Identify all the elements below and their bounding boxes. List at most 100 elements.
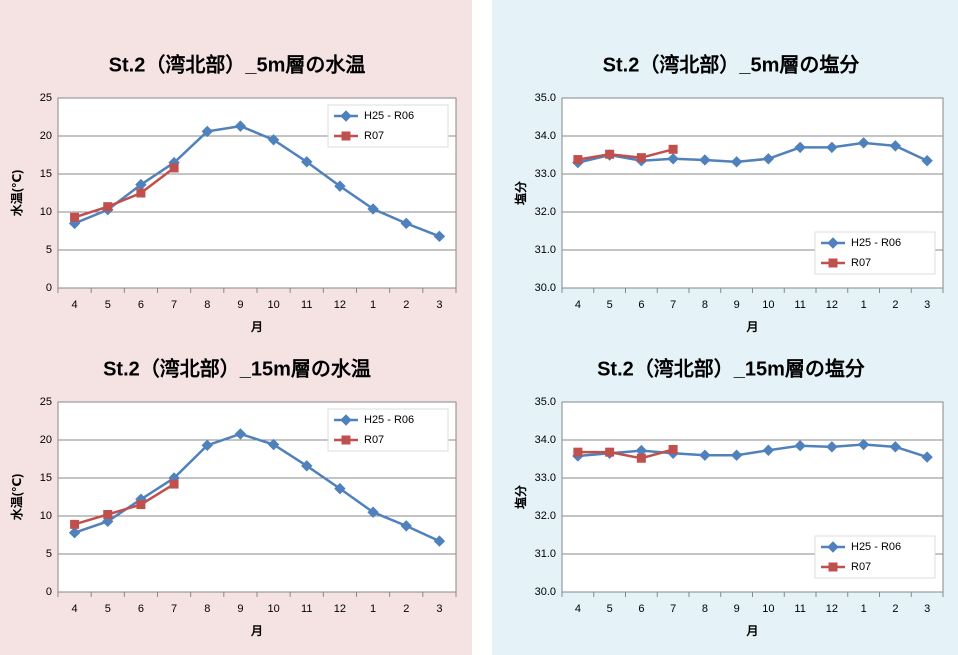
marker — [636, 453, 646, 463]
x-tick-label: 12 — [334, 299, 346, 311]
x-tick-label: 4 — [575, 299, 581, 311]
x-tick-label: 12 — [826, 603, 838, 615]
x-tick-label: 1 — [370, 299, 376, 311]
legend-label: H25 - R06 — [364, 110, 414, 122]
x-tick-label: 5 — [607, 299, 613, 311]
legend-label: R07 — [851, 561, 871, 573]
x-tick-label: 11 — [301, 299, 312, 311]
marker — [794, 141, 806, 154]
x-tick-label: 1 — [370, 603, 376, 615]
y-tick-label: 32.0 — [535, 206, 556, 218]
marker — [234, 120, 247, 132]
marker — [826, 441, 838, 453]
y-axis-title: 水温(℃) — [9, 170, 24, 217]
y-tick-label: 31.0 — [535, 244, 556, 256]
marker — [605, 149, 615, 159]
x-tick-label: 5 — [607, 603, 613, 615]
x-tick-label: 9 — [237, 603, 243, 615]
x-tick-label: 8 — [204, 603, 210, 615]
x-tick-label: 2 — [403, 603, 409, 615]
x-tick-label: 3 — [924, 603, 930, 615]
series-line — [74, 483, 175, 526]
y-tick-label: 33.0 — [535, 168, 556, 180]
marker — [367, 506, 379, 518]
x-tick-label: 12 — [334, 603, 346, 615]
x-tick-label: 6 — [638, 299, 644, 311]
marker — [762, 444, 775, 456]
y-tick-label: 15 — [40, 168, 52, 180]
y-tick-label: 5 — [46, 548, 52, 560]
series-line — [74, 166, 175, 219]
x-tick-label: 7 — [171, 603, 177, 615]
marker — [762, 153, 775, 165]
series-line — [577, 141, 928, 164]
y-tick-label: 32.0 — [535, 510, 556, 522]
y-tick-label: 25 — [40, 396, 52, 408]
x-tick-label: 9 — [734, 603, 740, 615]
marker — [668, 445, 678, 454]
chart-title: St.2（湾北部）_5m層の塩分 — [603, 52, 860, 76]
x-tick-label: 10 — [762, 299, 774, 311]
x-tick-label: 2 — [892, 299, 898, 311]
y-axis-title: 塩分 — [513, 485, 528, 509]
x-axis-title: 月 — [250, 320, 263, 334]
x-axis-title: 月 — [745, 320, 758, 334]
marker — [730, 449, 743, 461]
marker — [857, 438, 870, 451]
marker — [857, 137, 870, 149]
marker — [169, 163, 179, 173]
marker — [341, 131, 351, 141]
marker — [827, 541, 839, 553]
marker — [889, 140, 902, 152]
marker — [136, 188, 146, 198]
marker — [826, 141, 838, 154]
legend-label: R07 — [851, 257, 871, 269]
legend-label: H25 - R06 — [851, 237, 901, 249]
marker — [70, 212, 80, 222]
x-tick-label: 11 — [301, 603, 312, 615]
x-tick-label: 6 — [138, 299, 144, 311]
x-axis-title: 月 — [745, 624, 758, 638]
y-tick-label: 33.0 — [535, 472, 556, 484]
legend-label: R07 — [364, 434, 384, 446]
marker — [103, 202, 113, 212]
marker — [70, 519, 80, 529]
y-tick-label: 25 — [40, 92, 52, 104]
marker — [400, 520, 412, 532]
x-tick-label: 3 — [436, 603, 442, 615]
series-line — [577, 148, 674, 161]
chart-title: St.2（湾北部）_15m層の塩分 — [597, 356, 865, 380]
marker — [341, 435, 351, 445]
x-tick-label: 7 — [171, 299, 177, 311]
x-tick-label: 9 — [734, 299, 740, 311]
marker — [234, 428, 247, 440]
x-tick-label: 2 — [892, 603, 898, 615]
marker — [668, 144, 678, 154]
y-tick-label: 30.0 — [535, 282, 556, 294]
marker — [201, 125, 213, 138]
legend-label: R07 — [364, 130, 384, 142]
chart-title: St.2（湾北部）_15m層の水温 — [103, 356, 371, 380]
x-tick-label: 11 — [794, 603, 805, 615]
x-axis-title: 月 — [250, 624, 263, 638]
x-tick-label: 4 — [575, 603, 581, 615]
y-tick-label: 0 — [46, 282, 52, 294]
marker — [605, 447, 615, 457]
marker — [827, 237, 839, 249]
x-tick-label: 4 — [72, 603, 78, 615]
y-tick-label: 20 — [40, 434, 52, 446]
marker — [921, 154, 933, 167]
x-tick-label: 8 — [702, 603, 708, 615]
x-tick-label: 2 — [403, 299, 409, 311]
y-axis-title: 塩分 — [513, 181, 528, 205]
marker — [794, 439, 806, 452]
x-tick-label: 10 — [267, 299, 279, 311]
marker — [730, 156, 743, 168]
marker — [136, 500, 146, 510]
y-tick-label: 20 — [40, 130, 52, 142]
chart-title: St.2（湾北部）_5m層の水温 — [109, 52, 366, 76]
marker — [699, 449, 711, 461]
marker — [334, 180, 346, 192]
y-tick-label: 35.0 — [535, 396, 556, 408]
